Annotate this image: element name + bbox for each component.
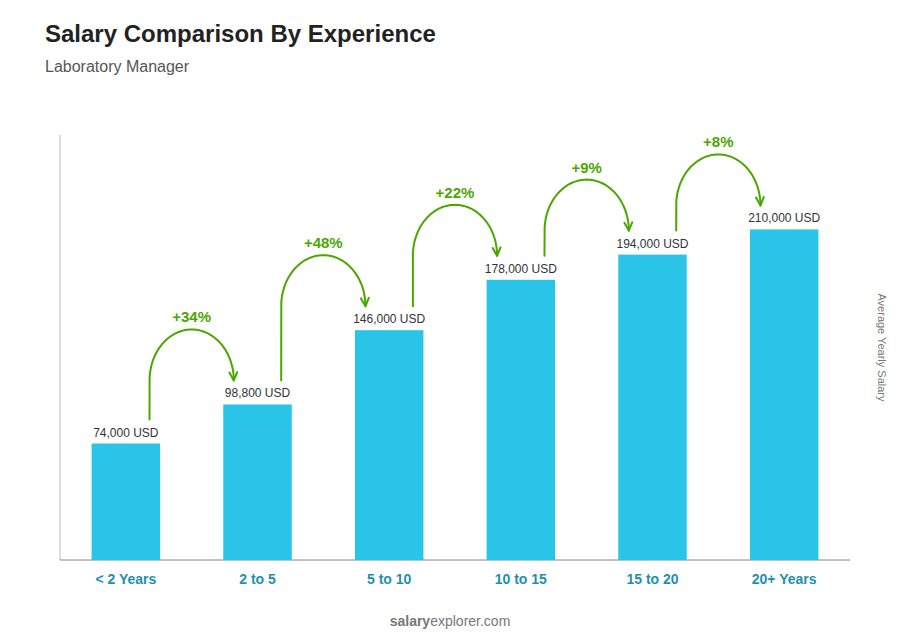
bar (223, 404, 291, 560)
data-label: 74,000 USD (93, 426, 159, 440)
arrow-head (361, 298, 369, 306)
arrow-head (493, 248, 501, 256)
data-label: 178,000 USD (485, 262, 557, 276)
data-label: 98,800 USD (225, 386, 291, 400)
bar (750, 229, 818, 560)
x-tick-label: 20+ Years (752, 571, 817, 587)
change-label: +8% (703, 133, 733, 150)
data-label: 210,000 USD (748, 211, 820, 225)
x-tick-label: < 2 Years (95, 571, 156, 587)
arrow-head (756, 197, 764, 205)
change-label: +9% (571, 159, 601, 176)
x-tick-label: 2 to 5 (239, 571, 276, 587)
chart-svg: Salary Comparison By Experience Laborator… (0, 0, 900, 641)
bar (355, 330, 423, 560)
x-axis-line (60, 560, 850, 561)
change-arc (150, 330, 234, 420)
change-arc (676, 154, 760, 230)
arrow-head (624, 222, 632, 230)
x-tick-label: 10 to 15 (495, 571, 547, 587)
bar (92, 444, 160, 560)
bar (618, 255, 686, 560)
chart-container: Salary Comparison By Experience Laborator… (0, 0, 900, 641)
arrow-head (229, 372, 237, 380)
y-axis-label: Average Yearly Salary (876, 293, 888, 402)
x-tick-label: 15 to 20 (626, 571, 678, 587)
change-arc (281, 255, 365, 380)
change-arcs (150, 154, 764, 419)
data-label: 194,000 USD (616, 237, 688, 251)
change-arc (545, 180, 629, 256)
footer: salaryexplorer.com (390, 613, 511, 629)
data-label: 146,000 USD (353, 312, 425, 326)
bar (487, 280, 555, 560)
subtitle: Laboratory Manager (45, 58, 190, 75)
change-label: +48% (304, 234, 343, 251)
x-tick-label: 5 to 10 (367, 571, 412, 587)
footer-part: explorer.com (430, 613, 510, 629)
change-arc (413, 205, 497, 306)
y-axis-line (60, 135, 61, 560)
change-label: +34% (172, 308, 211, 325)
change-label: +22% (436, 184, 475, 201)
footer-part: salary (390, 613, 431, 629)
bars (92, 229, 819, 560)
title: Salary Comparison By Experience (45, 20, 436, 47)
